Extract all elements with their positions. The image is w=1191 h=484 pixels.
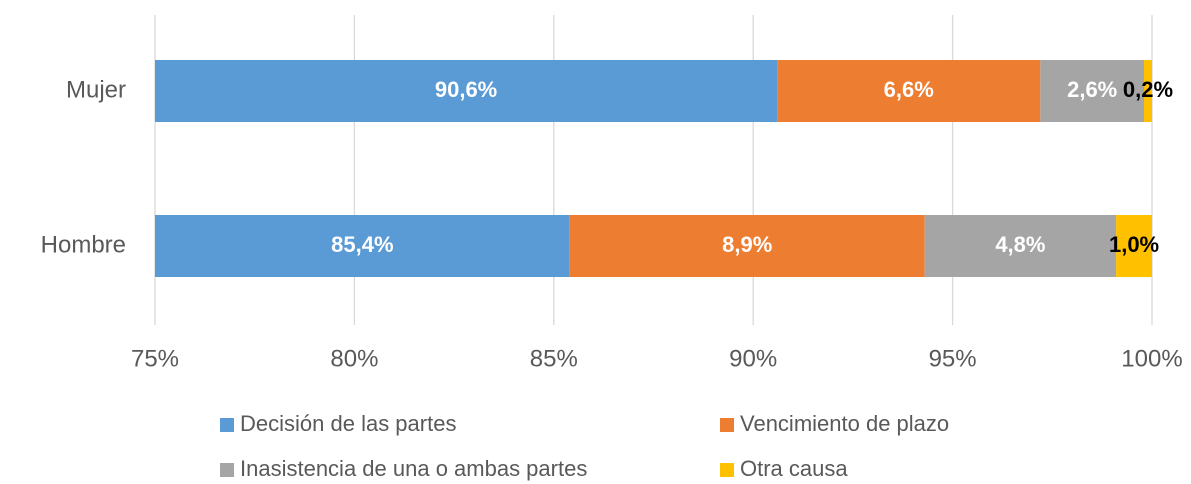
x-tick-label: 80% [330,345,378,372]
legend-swatch [220,463,234,477]
x-tick-label: 95% [929,345,977,372]
data-label: 6,6% [884,77,934,102]
bar-segment [1144,60,1152,122]
data-label: 8,9% [722,232,772,257]
bar-segment [569,215,925,277]
bar-segment [155,215,570,277]
legend-label: Decisión de las partes [240,411,456,436]
data-label: 1,0% [1109,232,1159,257]
bar-segment [1040,60,1145,122]
legend-swatch [220,418,234,432]
x-tick-label: 75% [131,345,179,372]
bar-segment [1116,215,1152,277]
x-tick-label: 85% [530,345,578,372]
y-tick-label: Mujer [66,76,126,103]
bars [155,60,1152,277]
x-tick-label: 90% [729,345,777,372]
legend-label: Vencimiento de plazo [740,411,949,436]
data-label: 90,6% [435,77,497,102]
bar-segment [777,60,1041,122]
data-label: 2,6% [1067,77,1117,102]
x-tick-label: 100% [1121,345,1182,372]
data-label: 85,4% [331,232,393,257]
bar-segment [155,60,778,122]
legend-label: Otra causa [740,456,848,481]
legend-swatch [720,463,734,477]
y-tick-label: Hombre [41,231,126,258]
data-label: 4,8% [995,232,1045,257]
legend-label: Inasistencia de una o ambas partes [240,456,587,481]
legend-swatch [720,418,734,432]
bar-segment [924,215,1117,277]
data-label: 0,2% [1123,77,1173,102]
